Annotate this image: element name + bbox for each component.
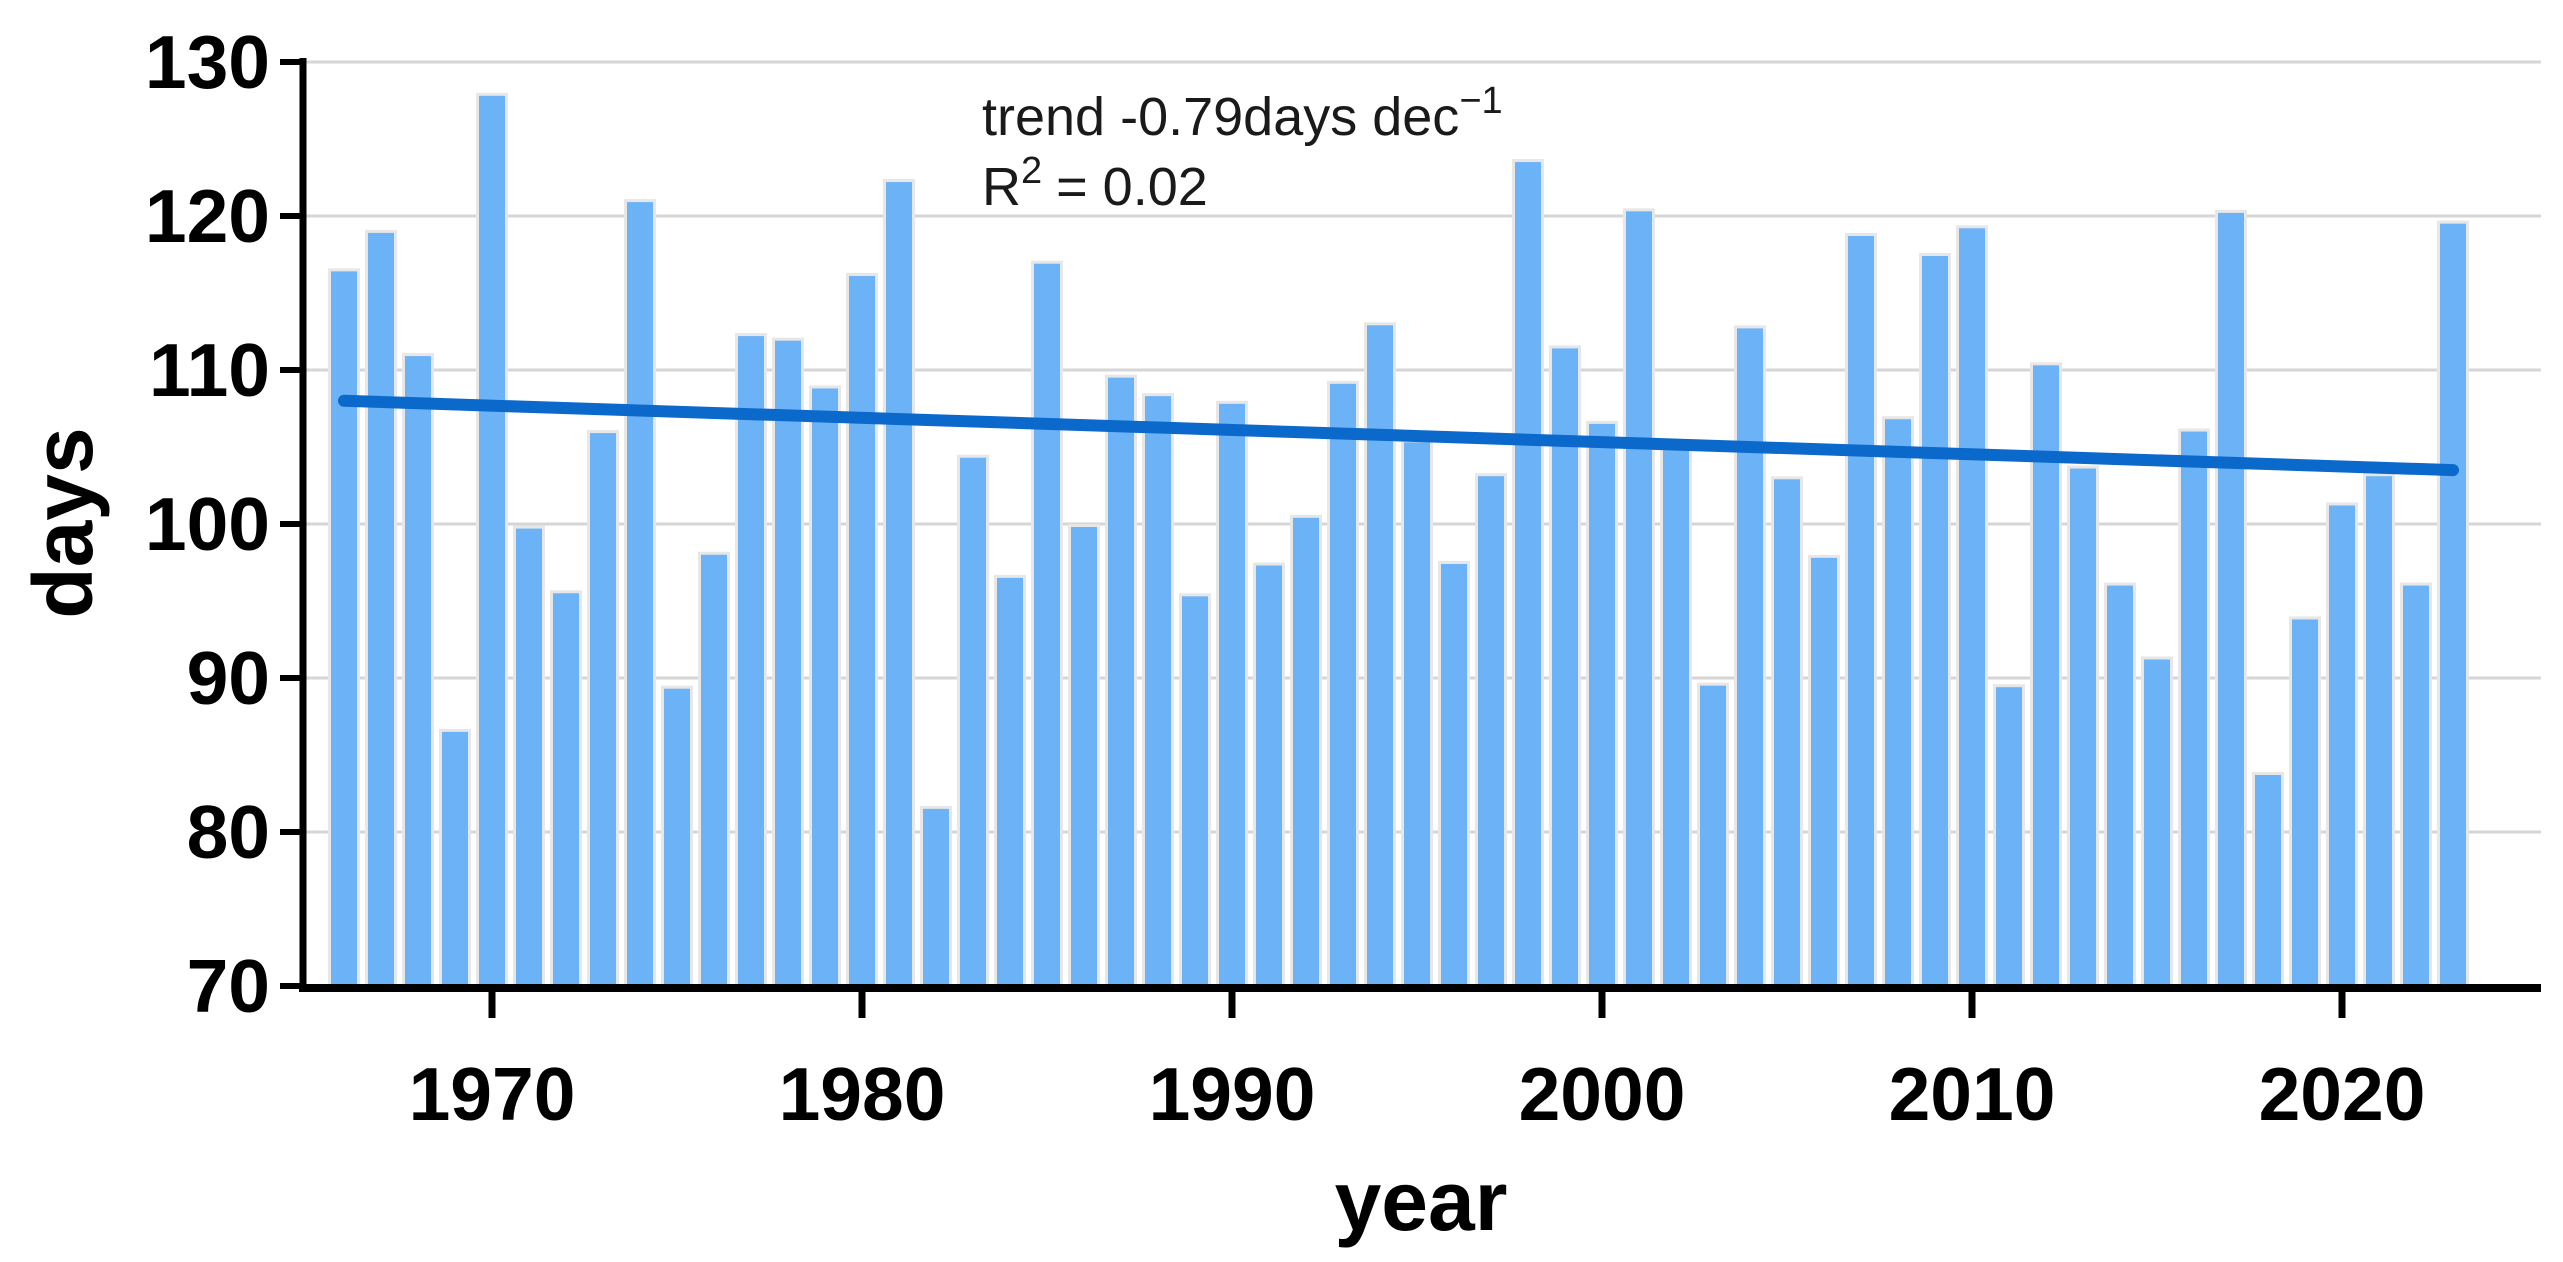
- bar-2015: [2141, 656, 2173, 988]
- bar-1998: [1512, 159, 1544, 988]
- bar-2010: [1956, 225, 1988, 988]
- bar-1968: [402, 353, 434, 988]
- bar-2009: [1919, 253, 1951, 988]
- bar-1986: [1068, 524, 1100, 988]
- trend-annotation-line1: trend -0.79days dec−1: [982, 80, 1503, 147]
- y-tick-label-80: 80: [187, 790, 270, 874]
- bar-1988: [1142, 393, 1174, 988]
- bar-1983: [957, 454, 989, 988]
- bar-1969: [439, 728, 471, 988]
- bar-2020: [2326, 502, 2358, 988]
- y-tick-label-90: 90: [187, 636, 270, 720]
- bar-1993: [1327, 380, 1359, 988]
- bar-2014: [2104, 582, 2136, 988]
- y-tick-label-100: 100: [145, 482, 270, 566]
- y-tick-label-70: 70: [187, 944, 270, 1028]
- bar-2007: [1845, 232, 1877, 988]
- y-axis-title: days: [16, 427, 110, 618]
- bar-1982: [920, 805, 952, 988]
- r-squared-base: R: [982, 157, 1021, 217]
- bar-1997: [1475, 473, 1507, 988]
- bar-1970: [476, 92, 508, 988]
- bar-1992: [1290, 514, 1322, 988]
- bar-1990: [1216, 400, 1248, 988]
- chart-body: 70 80 90 100 110 120 130 1970 1980 1990 2000 2010 20…: [145, 20, 2541, 1136]
- bar-2016: [2178, 428, 2210, 988]
- bar-2018: [2252, 771, 2284, 988]
- bar-2002: [1660, 442, 1692, 988]
- x-tick-label-1980: 1980: [779, 1052, 946, 1136]
- bar-1974: [624, 199, 656, 988]
- y-tick-label-110: 110: [149, 328, 270, 412]
- bar-1989: [1179, 593, 1211, 988]
- x-tick-label-2000: 2000: [1519, 1052, 1686, 1136]
- bar-1971: [513, 525, 545, 988]
- bar-1967: [365, 229, 397, 988]
- bar-2001: [1623, 208, 1655, 988]
- bar-1984: [994, 574, 1026, 988]
- bar-2023: [2437, 220, 2469, 988]
- bar-1975: [661, 685, 693, 988]
- bar-1976: [698, 551, 730, 988]
- bar-2022: [2400, 582, 2432, 988]
- bar-1977: [735, 333, 767, 988]
- bar-1980: [846, 273, 878, 988]
- x-axis-title: year: [1335, 1154, 1508, 1248]
- bar-1996: [1438, 561, 1470, 988]
- r-squared-value: = 0.02: [1056, 157, 1208, 217]
- y-tick-label-120: 120: [145, 174, 270, 258]
- bar-2008: [1882, 416, 1914, 988]
- bar-1966: [328, 268, 360, 988]
- bar-2013: [2067, 465, 2099, 988]
- bar-1981: [883, 179, 915, 988]
- x-tick-label-1970: 1970: [409, 1052, 576, 1136]
- bar-2000: [1586, 420, 1618, 988]
- bar-2011: [1993, 684, 2025, 988]
- trend-annotation-line2: R2 = 0.02: [982, 150, 1208, 217]
- x-tick-label-2020: 2020: [2259, 1052, 2426, 1136]
- bar-2005: [1771, 476, 1803, 988]
- trend-annotation-exponent: −1: [1459, 80, 1502, 122]
- trend-line: [338, 394, 2459, 477]
- bar-1973: [587, 430, 619, 988]
- bar-1979: [809, 385, 841, 988]
- bar-2017: [2215, 209, 2247, 988]
- bar-1994: [1364, 322, 1396, 988]
- bar-2019: [2289, 616, 2321, 988]
- x-tick-label-1990: 1990: [1149, 1052, 1316, 1136]
- bar-1985: [1031, 260, 1063, 988]
- bar-1987: [1105, 374, 1137, 988]
- bar-2003: [1697, 682, 1729, 988]
- trend-annotation-main: trend -0.79days dec: [982, 87, 1459, 147]
- bar-2004: [1734, 325, 1766, 988]
- bar-1991: [1253, 562, 1285, 988]
- y-tick-label-130: 130: [145, 20, 270, 104]
- bar-1972: [550, 590, 582, 988]
- x-tick-label-2010: 2010: [1889, 1052, 2056, 1136]
- bar-2006: [1808, 554, 1840, 988]
- bar-1995: [1401, 439, 1433, 988]
- r-squared-exponent: 2: [1021, 150, 1042, 192]
- bar-1978: [772, 337, 804, 988]
- bar-2021: [2363, 473, 2395, 988]
- bar-2012: [2030, 362, 2062, 988]
